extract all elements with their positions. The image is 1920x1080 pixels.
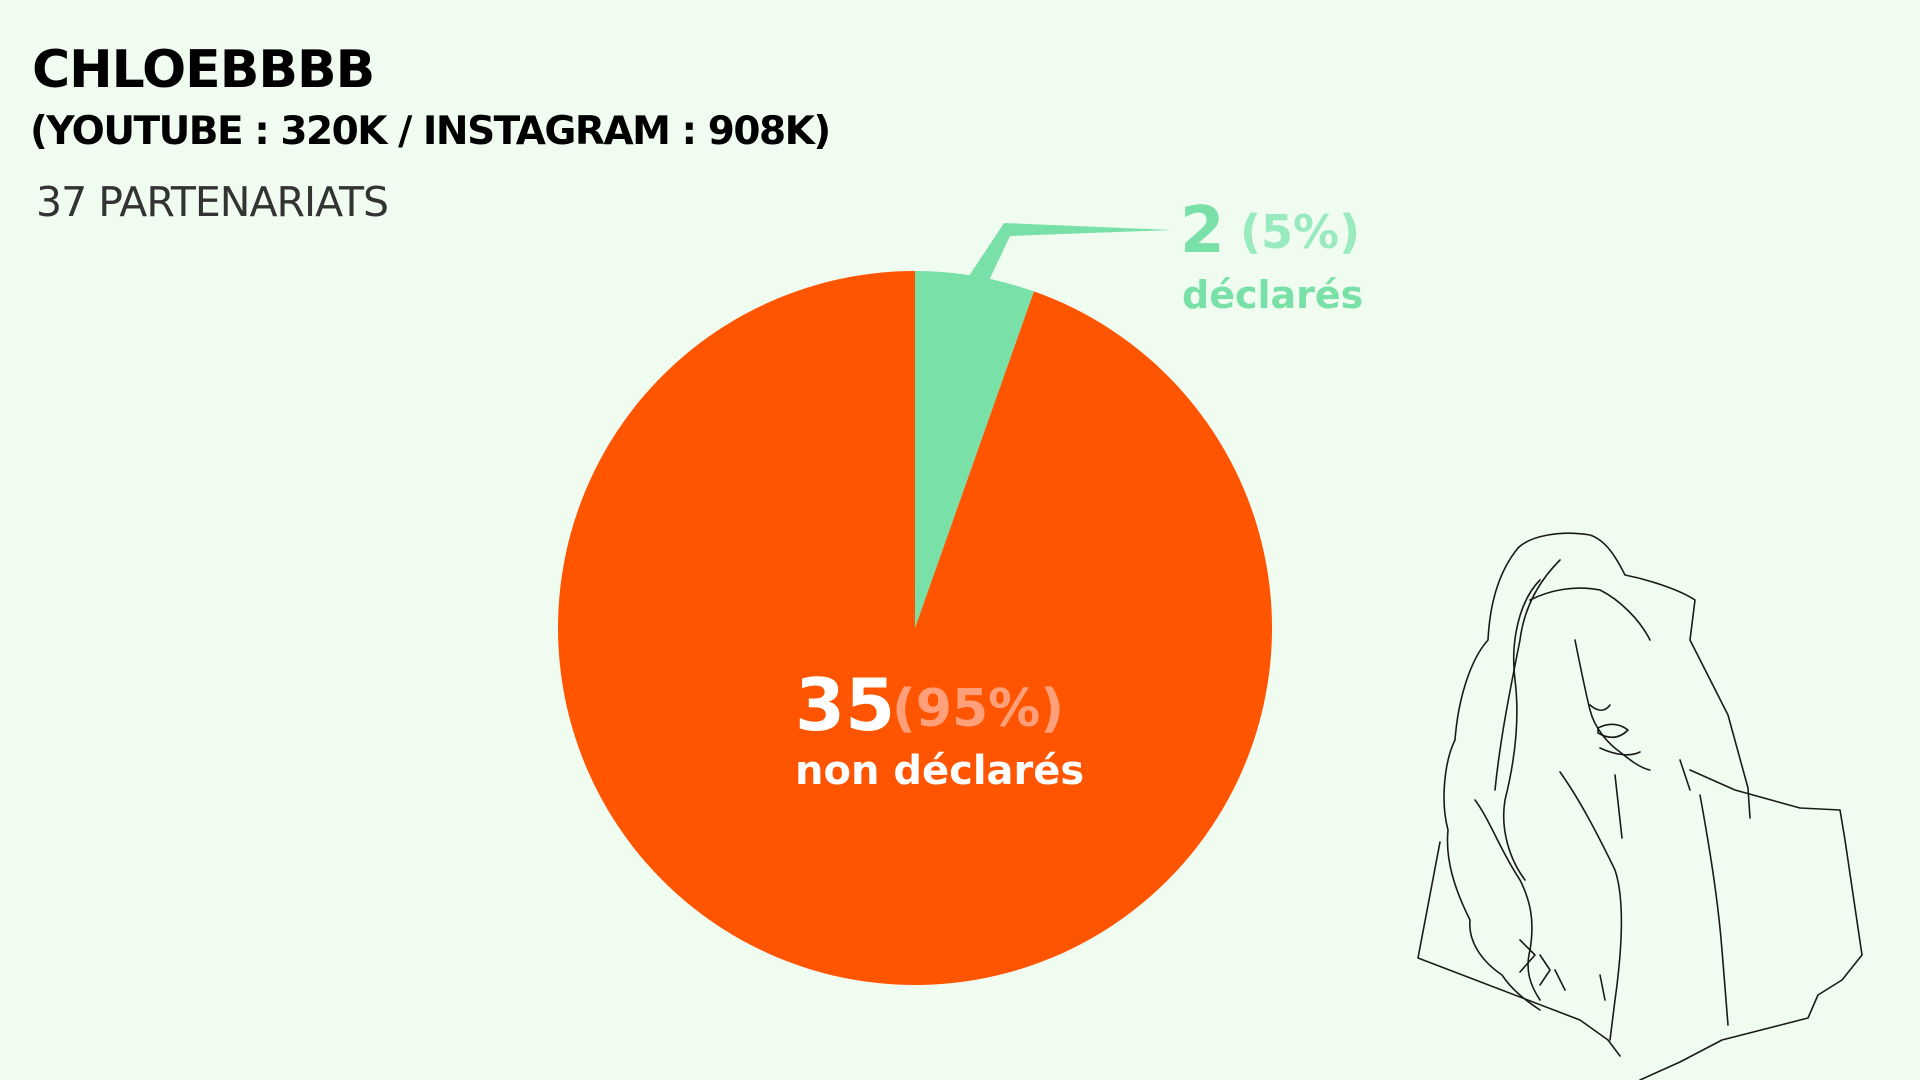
declared-category-label: déclarés xyxy=(1182,273,1363,317)
portrait-hair-wisps xyxy=(1519,939,1606,1001)
woman-portrait-line-drawing-icon xyxy=(1417,532,1863,1080)
declared-value-label: 2 xyxy=(1180,194,1225,268)
portrait-neck xyxy=(1614,759,1691,839)
portrait-hair-strand-2 xyxy=(1494,559,1561,791)
portrait-lips xyxy=(1597,723,1629,739)
portrait-hair-strand-3 xyxy=(1529,587,1651,641)
undeclared-category-label: non déclarés xyxy=(795,748,1084,794)
portrait-torso-left xyxy=(1417,841,1621,1057)
portrait-nose xyxy=(1589,704,1611,712)
pie-labels: 2 (5%) déclarés 35(95%) non déclarés xyxy=(795,194,1363,794)
portrait-jacket-line xyxy=(1699,794,1729,1026)
portrait-hair-left xyxy=(1443,547,1541,1011)
portrait-hair-strand-1 xyxy=(1502,579,1541,881)
declared-percent-label: (5%) xyxy=(1240,205,1360,259)
chart-title: CHLOEBBBB xyxy=(32,40,375,100)
pie-slices xyxy=(558,271,1272,986)
undeclared-percent-label: (95%) xyxy=(892,679,1064,739)
partnership-count: 37 PARTENARIATS xyxy=(36,178,389,226)
chart-subtitle: (YOUTUBE : 320K / INSTAGRAM : 908K) xyxy=(30,109,831,154)
portrait-shoulders xyxy=(1639,769,1863,1080)
portrait-hair-strand-4 xyxy=(1474,799,1541,1001)
undeclared-value-label: 35 xyxy=(795,663,895,747)
pie-slice-undeclared xyxy=(558,271,1272,986)
pie-slice-declared xyxy=(915,271,1034,628)
portrait-chin xyxy=(1599,747,1641,756)
portrait-face xyxy=(1574,639,1651,771)
portrait-hair-outline xyxy=(1517,532,1751,819)
portrait-collar xyxy=(1559,771,1623,1041)
declared-callout-leader xyxy=(962,223,1172,287)
